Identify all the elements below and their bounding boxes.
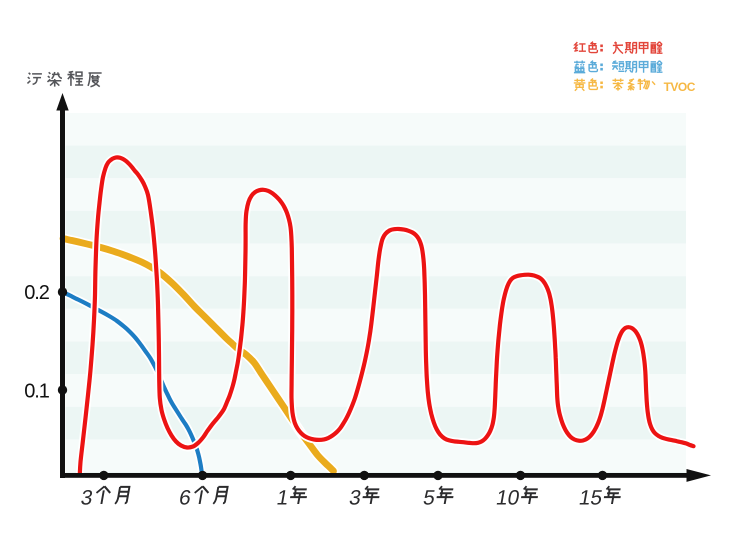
svg-text:5: 5 bbox=[421, 487, 437, 510]
svg-text:15: 15 bbox=[577, 487, 604, 510]
svg-text:3: 3 bbox=[79, 487, 95, 510]
svg-text:0.1: 0.1 bbox=[24, 381, 49, 403]
svg-text:6: 6 bbox=[177, 487, 193, 510]
svg-text:TVOC: TVOC bbox=[664, 80, 696, 94]
svg-text:10: 10 bbox=[494, 487, 521, 510]
svg-text:3: 3 bbox=[347, 487, 363, 510]
svg-text:1: 1 bbox=[275, 487, 291, 510]
svg-text:0.2: 0.2 bbox=[24, 282, 49, 304]
